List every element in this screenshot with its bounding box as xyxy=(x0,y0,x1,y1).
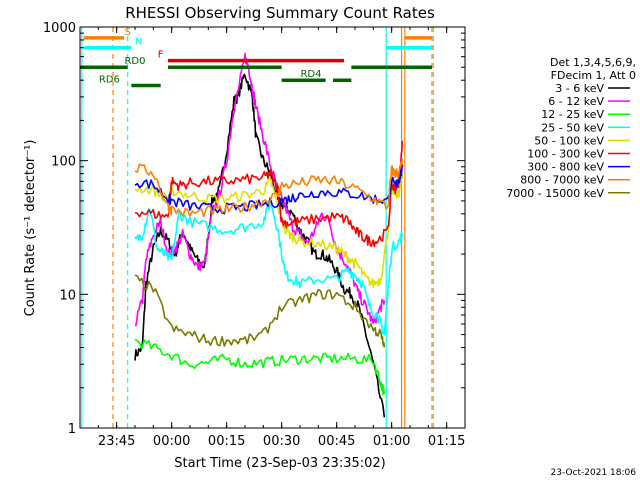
flag-label-n: N xyxy=(135,37,142,48)
legend-label-1: 6 - 12 keV xyxy=(548,95,604,108)
y-tick-label-3: 1000 xyxy=(43,21,76,36)
x-tick-label-3: 00:30 xyxy=(263,434,300,449)
y-tick-label-0: 1 xyxy=(68,422,76,437)
x-tick-label-5: 01:00 xyxy=(373,434,410,449)
chart-title: RHESSI Observing Summary Count Rates xyxy=(125,4,435,22)
y-axis-label: Count Rate (s⁻¹ detector⁻¹) xyxy=(23,140,38,317)
legend-label-3: 25 - 50 keV xyxy=(541,121,604,134)
series-line-8 xyxy=(134,274,386,348)
flag-label-s: S xyxy=(124,27,130,38)
plot-frame xyxy=(79,26,466,429)
legend-header-1: FDecim 1, Att 0 xyxy=(551,69,636,82)
legend-label-8: 7000 - 15000 keV xyxy=(506,187,604,200)
legend-label-7: 800 - 7000 keV xyxy=(520,174,604,187)
series-line-4 xyxy=(134,173,404,289)
series-line-0 xyxy=(134,73,386,418)
series-line-6 xyxy=(134,163,404,215)
series-line-1 xyxy=(135,52,386,327)
x-tick-label-6: 01:15 xyxy=(428,434,465,449)
legend: Det 1,3,4,5,6,9,FDecim 1, Att 03 - 6 keV… xyxy=(506,56,636,200)
series-line-7 xyxy=(134,158,404,218)
legend-header-0: Det 1,3,4,5,6,9, xyxy=(550,56,636,69)
x-tick-label-2: 00:15 xyxy=(208,434,245,449)
legend-label-0: 3 - 6 keV xyxy=(555,82,604,95)
y-tick-label-2: 100 xyxy=(51,155,76,170)
flag-label-f: F xyxy=(158,50,164,61)
flag-label-rd0: RD0 xyxy=(124,56,145,67)
x-tick-label-0: 23:45 xyxy=(98,434,135,449)
flag-bars: SN F RD0 RD4 RD6 xyxy=(80,27,432,88)
footer-date: 23-Oct-2021 18:06 xyxy=(551,468,637,478)
mode-lines xyxy=(81,27,435,428)
x-tick-label-4: 00:45 xyxy=(318,434,355,449)
series-line-2 xyxy=(134,338,386,396)
series-group xyxy=(134,52,404,418)
axes: 23:45 00:00 00:15 00:30 00:45 01:00 01:15 1 10 10… xyxy=(43,21,466,449)
x-tick-label-1: 00:00 xyxy=(153,434,190,449)
legend-label-2: 12 - 25 keV xyxy=(541,108,604,121)
y-tick-label-1: 10 xyxy=(59,288,76,303)
legend-label-6: 300 - 800 keV xyxy=(527,161,604,174)
flag-label-rd6: RD6 xyxy=(99,75,120,86)
flag-label-rd4: RD4 xyxy=(300,69,321,80)
legend-label-4: 50 - 100 keV xyxy=(534,134,604,147)
legend-label-5: 100 - 300 keV xyxy=(527,148,604,161)
series-line-5 xyxy=(134,140,404,248)
series-line-3 xyxy=(134,198,404,336)
x-axis-label: Start Time (23-Sep-03 23:35:02) xyxy=(174,456,385,471)
